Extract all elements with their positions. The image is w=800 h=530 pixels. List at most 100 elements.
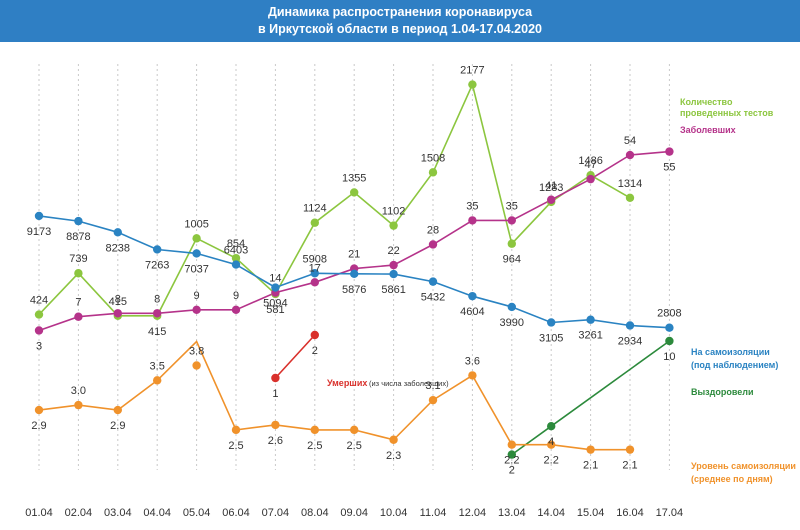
legend-isolation-level: (среднее по дням) xyxy=(691,474,773,484)
data-label: 6403 xyxy=(224,245,248,257)
data-label: 739 xyxy=(69,253,87,265)
data-point xyxy=(586,315,595,324)
data-label: 17 xyxy=(309,262,321,274)
data-label: 4604 xyxy=(460,306,484,318)
data-label: 2.3 xyxy=(386,450,401,462)
data-label: 2.9 xyxy=(110,420,125,432)
data-label: 3105 xyxy=(539,332,563,344)
data-point xyxy=(389,435,398,444)
data-label: 21 xyxy=(348,249,360,261)
data-label: 8238 xyxy=(106,242,130,254)
data-label: 9 xyxy=(233,290,239,302)
x-axis: 01.04 02.04 03.04 04.04 05.04 06.04 07.04 08.04… xyxy=(25,507,683,519)
legend-tests: проведенных тестов xyxy=(680,108,774,118)
data-label: 2.2 xyxy=(544,455,559,467)
data-point xyxy=(192,305,201,315)
chart-title: Динамика распространения коронавируса xyxy=(267,5,533,19)
data-point xyxy=(625,321,635,330)
data-label: 55 xyxy=(663,162,675,174)
series-line-recovered xyxy=(511,340,670,456)
x-tick-label: 14.04 xyxy=(537,507,565,519)
data-label: 35 xyxy=(506,200,518,212)
data-point xyxy=(231,253,241,263)
data-label: 3.5 xyxy=(150,360,165,372)
data-label: 28 xyxy=(427,224,439,236)
data-point xyxy=(507,216,516,225)
data-label: 5908 xyxy=(303,253,327,265)
data-label: 47 xyxy=(584,159,596,171)
data-label: 2.6 xyxy=(268,435,283,447)
data-label: 10 xyxy=(663,351,675,363)
data-label: 2.1 xyxy=(622,460,637,472)
data-point xyxy=(34,405,44,415)
data-point xyxy=(74,312,83,321)
data-point xyxy=(428,277,438,286)
data-point xyxy=(625,150,635,160)
data-label: 8 xyxy=(115,293,121,305)
x-tick-label: 01.04 xyxy=(25,507,53,519)
data-point xyxy=(310,330,319,340)
data-point xyxy=(113,405,123,415)
x-tick-label: 17.04 xyxy=(656,507,684,519)
data-point xyxy=(271,283,280,292)
x-tick-label: 02.04 xyxy=(65,507,93,519)
data-point xyxy=(310,269,319,278)
data-label: 2934 xyxy=(618,335,642,347)
legend-isolation: На самоизоляции xyxy=(691,347,770,357)
data-label: 2.5 xyxy=(307,440,322,452)
legend-isolation: (под наблюдением) xyxy=(691,360,778,370)
data-label: 5861 xyxy=(381,284,405,296)
data-point xyxy=(665,323,674,332)
data-label: 3 xyxy=(36,340,42,352)
x-tick-label: 09.04 xyxy=(340,507,368,519)
data-label: 54 xyxy=(624,135,636,147)
legend-deaths-note: (из числа заболевших) xyxy=(369,379,449,388)
data-point xyxy=(468,216,477,225)
data-label: 2 xyxy=(312,345,318,357)
data-label: 9173 xyxy=(27,226,51,238)
data-label: 3990 xyxy=(500,317,524,329)
data-point xyxy=(468,291,477,301)
data-point xyxy=(271,373,280,383)
data-point xyxy=(271,420,280,430)
data-point xyxy=(547,318,556,327)
data-label: 1283 xyxy=(539,182,563,194)
data-label: 1 xyxy=(272,388,278,400)
data-label: 2 xyxy=(509,465,515,477)
data-point xyxy=(310,278,319,287)
data-label: 2.9 xyxy=(31,420,46,432)
data-point xyxy=(192,361,201,370)
data-point xyxy=(350,269,359,279)
data-point xyxy=(507,239,516,248)
data-label: 854 xyxy=(227,238,245,250)
data-point xyxy=(350,188,359,197)
data-point xyxy=(74,269,83,278)
data-label: 7 xyxy=(75,297,81,309)
data-label: 1005 xyxy=(184,218,208,230)
x-tick-label: 16.04 xyxy=(616,507,644,519)
data-point xyxy=(625,193,635,203)
legend-recovered: Выздоровели xyxy=(691,387,754,397)
data-label: 5876 xyxy=(342,284,366,296)
data-label: 1355 xyxy=(342,172,366,184)
data-point xyxy=(389,260,398,270)
data-point xyxy=(231,260,241,269)
data-label: 2177 xyxy=(460,65,484,77)
chart-header: Динамика распространения коронавируса в … xyxy=(0,0,800,42)
data-label: 424 xyxy=(30,295,48,307)
data-label: 2.5 xyxy=(347,440,362,452)
data-point xyxy=(74,400,83,410)
data-point xyxy=(350,425,359,435)
data-label: 2808 xyxy=(657,308,681,320)
data-label: 3.6 xyxy=(465,355,480,367)
data-label: 3261 xyxy=(578,330,602,342)
data-label: 1102 xyxy=(382,206,406,218)
data-label: 2.1 xyxy=(583,460,598,472)
x-tick-label: 08.04 xyxy=(301,507,329,519)
series-line-tests xyxy=(38,82,631,317)
data-point xyxy=(428,395,438,405)
data-label: 7263 xyxy=(145,259,169,271)
data-point xyxy=(468,371,477,380)
data-point xyxy=(310,218,319,227)
